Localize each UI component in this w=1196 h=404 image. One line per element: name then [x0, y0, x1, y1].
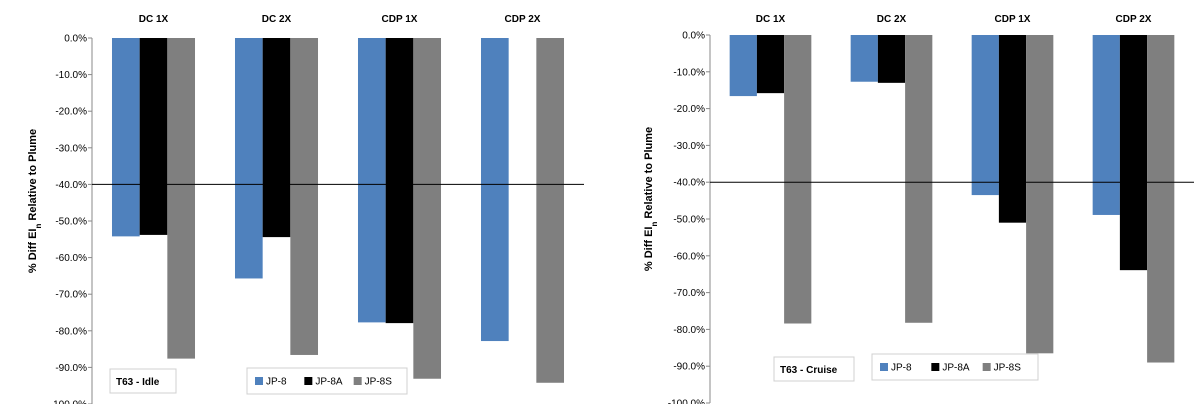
bar-jp-8-dc-2x: [850, 35, 878, 82]
y-tick-label: -70.0%: [55, 290, 87, 301]
y-tick-label: 0.0%: [64, 34, 87, 45]
category-label: DC 2X: [877, 14, 907, 25]
category-label: DC 2X: [262, 14, 292, 25]
bar-jp-8s-cdp-2x: [536, 38, 565, 383]
legend-swatch-jp-8a: [304, 377, 313, 385]
y-tick-label: -70.0%: [673, 288, 705, 299]
y-axis-label: % Diff EIn Relative to Plume: [27, 129, 43, 273]
y-tick-label: -100.0%: [668, 399, 705, 404]
y-tick-label: -100.0%: [50, 400, 87, 404]
chart-idle-svg: 0.0% -10.0% -20.0% -30.0% -40.0% -50.0% -60.0%…: [27, 14, 584, 404]
legend-swatch-jp-8: [880, 363, 888, 371]
bar-jp-8s-dc-2x: [290, 38, 319, 355]
chart-title-box: [109, 368, 177, 394]
y-tick-label: -10.0%: [673, 67, 705, 78]
y-tick-label: -50.0%: [673, 215, 705, 226]
bar-jp-8s-cdp-1x: [413, 38, 442, 379]
legend-label-jp-8s: JP-8S: [365, 377, 393, 388]
bar-jp-8s-dc-1x: [167, 38, 196, 359]
bar-jp-8a-cdp-1x: [385, 38, 414, 324]
y-tick-label: -10.0%: [55, 70, 87, 81]
y-axis-label: % Diff EIn Relative to Plume: [643, 127, 659, 271]
legend-label-jp-8a: JP-8A: [942, 363, 970, 374]
legend-box: [246, 367, 408, 395]
y-tick-label: -60.0%: [673, 251, 705, 262]
category-label: CDP 1X: [995, 14, 1031, 25]
bar-jp-8s-cdp-1x: [1026, 35, 1054, 354]
chart-cruise: 0.0% -10.0% -20.0% -30.0% -40.0% -50.0% -60.0%…: [598, 0, 1196, 404]
chart-title: T63 - Idle: [116, 377, 160, 388]
bar-jp-8s-dc-2x: [905, 35, 933, 323]
category-label: CDP 2X: [1116, 14, 1152, 25]
bar-jp-8s-dc-1x: [784, 35, 812, 324]
category-label: CDP 2X: [505, 14, 541, 25]
y-tick-label: -90.0%: [673, 362, 705, 373]
chart-title-box: [773, 356, 855, 382]
bar-jp-8-cdp-2x: [480, 38, 509, 342]
legend-swatch-jp-8a: [931, 363, 940, 371]
y-tick-label: -20.0%: [673, 104, 705, 115]
legend-swatch-jp-8s: [982, 363, 991, 371]
chart-idle: 0.0% -10.0% -20.0% -30.0% -40.0% -50.0% -60.0%…: [27, 14, 584, 404]
bar-jp-8a-dc-2x: [877, 35, 906, 83]
category-label: DC 1X: [139, 14, 169, 25]
bar-jp-8a-dc-2x: [262, 38, 291, 238]
y-tick-label: -50.0%: [55, 217, 87, 228]
legend-label-jp-8: JP-8: [266, 377, 287, 388]
y-tick-label: -30.0%: [673, 141, 705, 152]
bar-jp-8-dc-1x: [729, 35, 757, 97]
bar-jp-8a-cdp-2x: [1119, 35, 1148, 271]
chart-cruise-svg: 0.0% -10.0% -20.0% -30.0% -40.0% -50.0% -60.0%…: [643, 14, 1194, 404]
bar-jp-8-dc-1x: [111, 38, 140, 237]
y-tick-label: -80.0%: [673, 325, 705, 336]
y-tick-label: -40.0%: [55, 180, 87, 191]
legend-label-jp-8: JP-8: [891, 363, 912, 374]
legend-box: [871, 353, 1039, 381]
legend-label-jp-8s: JP-8S: [994, 363, 1022, 374]
bar-jp-8-cdp-2x: [1092, 35, 1120, 215]
bar-jp-8-dc-2x: [234, 38, 263, 279]
y-tick-label: 0.0%: [682, 31, 705, 42]
bar-jp-8-cdp-1x: [357, 38, 386, 323]
bar-jp-8a-dc-1x: [756, 35, 785, 94]
bar-jp-8s-cdp-2x: [1147, 35, 1175, 363]
legend-swatch-jp-8: [255, 377, 263, 385]
bar-jp-8-cdp-1x: [971, 35, 999, 196]
category-label: DC 1X: [756, 14, 786, 25]
y-tick-label: -30.0%: [55, 143, 87, 154]
y-tick-label: -80.0%: [55, 326, 87, 337]
y-tick-label: -60.0%: [55, 253, 87, 264]
legend-swatch-jp-8s: [353, 377, 362, 385]
chart-title: T63 - Cruise: [780, 365, 838, 376]
y-tick-label: -40.0%: [673, 178, 705, 189]
legend-label-jp-8a: JP-8A: [315, 377, 343, 388]
y-tick-label: -20.0%: [55, 107, 87, 118]
bar-jp-8a-cdp-1x: [998, 35, 1027, 223]
bar-jp-8a-dc-1x: [139, 38, 168, 235]
category-label: CDP 1X: [382, 14, 418, 25]
y-tick-label: -90.0%: [55, 363, 87, 374]
